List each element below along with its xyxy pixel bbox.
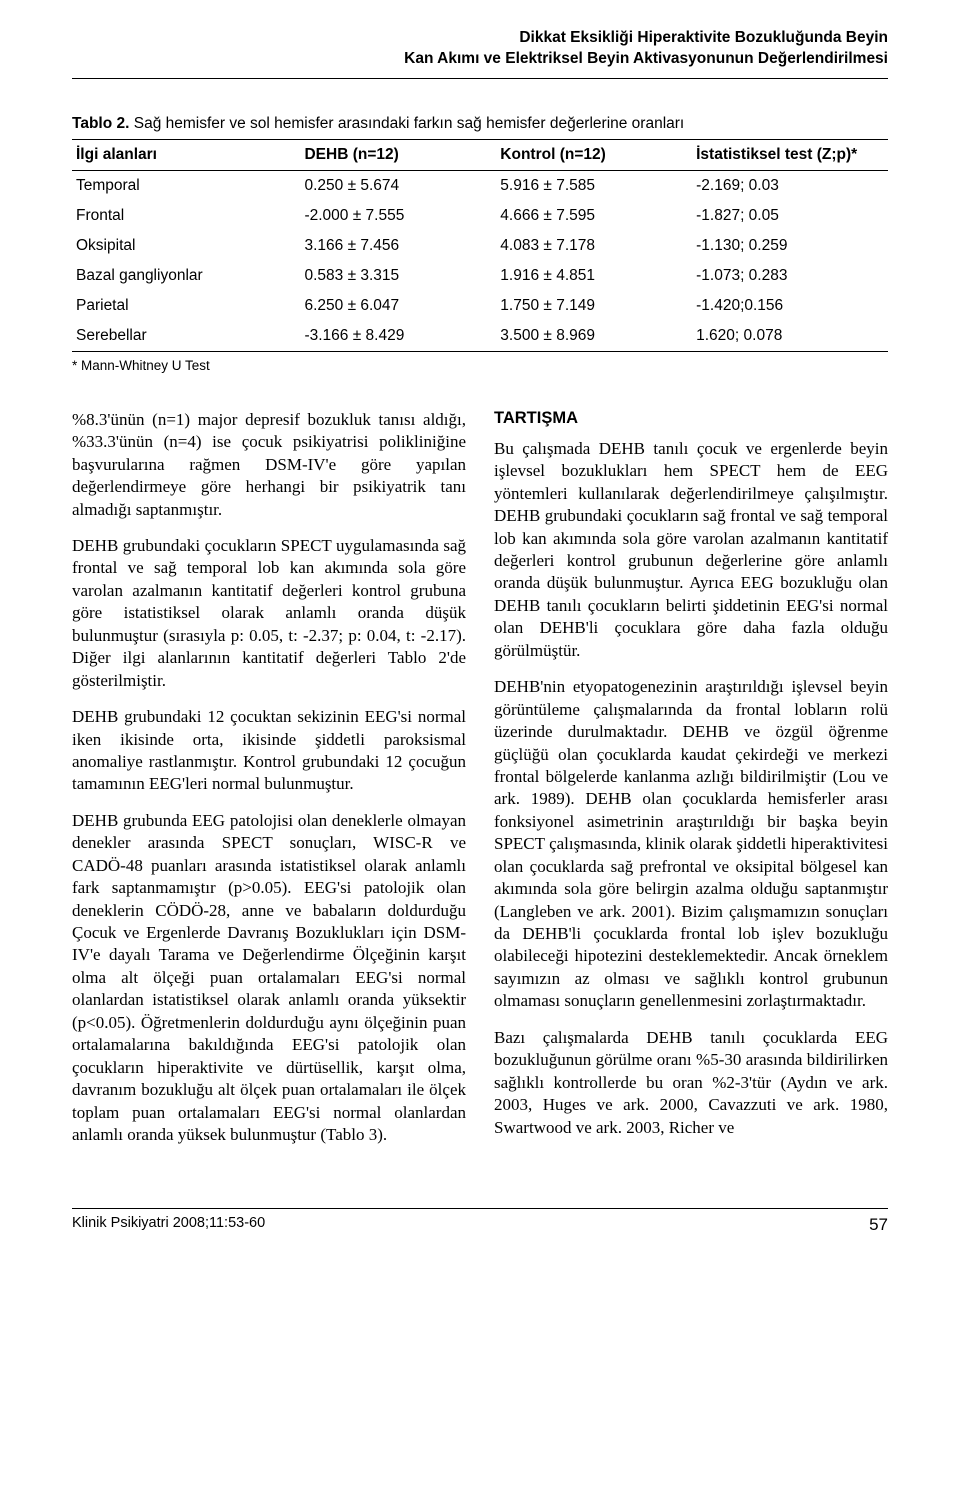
page: Dikkat Eksikliği Hiperaktivite Bozukluğu…: [0, 0, 960, 1235]
paragraph: DEHB grubundaki çocukların SPECT uygulam…: [72, 535, 466, 692]
cell: 3.166 ± 7.456: [300, 231, 496, 261]
section-heading: TARTIŞMA: [494, 409, 888, 428]
cell: Serebellar: [72, 321, 300, 352]
header-line-1: Dikkat Eksikliği Hiperaktivite Bozukluğu…: [72, 28, 888, 49]
cell: 0.583 ± 3.315: [300, 261, 496, 291]
col-header: DEHB (n=12): [300, 139, 496, 170]
table-footnote: * Mann-Whitney U Test: [72, 358, 888, 373]
data-table: İlgi alanları DEHB (n=12) Kontrol (n=12)…: [72, 139, 888, 352]
table-caption: Tablo 2. Sağ hemisfer ve sol hemisfer ar…: [72, 115, 888, 133]
cell: -1.420;0.156: [692, 291, 888, 321]
table-row: Oksipital 3.166 ± 7.456 4.083 ± 7.178 -1…: [72, 231, 888, 261]
cell: -1.130; 0.259: [692, 231, 888, 261]
cell: -1.827; 0.05: [692, 201, 888, 231]
cell: 4.666 ± 7.595: [496, 201, 692, 231]
table-row: Parietal 6.250 ± 6.047 1.750 ± 7.149 -1.…: [72, 291, 888, 321]
cell: -1.073; 0.283: [692, 261, 888, 291]
cell: Oksipital: [72, 231, 300, 261]
cell: -3.166 ± 8.429: [300, 321, 496, 352]
table-header-row: İlgi alanları DEHB (n=12) Kontrol (n=12)…: [72, 139, 888, 170]
cell: -2.000 ± 7.555: [300, 201, 496, 231]
paragraph: Bu çalışmada DEHB tanılı çocuk ve ergenl…: [494, 438, 888, 662]
col-header: İlgi alanları: [72, 139, 300, 170]
table-label: Tablo 2.: [72, 115, 129, 132]
journal-info: Klinik Psikiyatri 2008;11:53-60: [72, 1215, 265, 1235]
cell: -2.169; 0.03: [692, 170, 888, 201]
running-header: Dikkat Eksikliği Hiperaktivite Bozukluğu…: [72, 28, 888, 79]
right-column: TARTIŞMA Bu çalışmada DEHB tanılı çocuk …: [494, 409, 888, 1161]
cell: 3.500 ± 8.969: [496, 321, 692, 352]
cell: Bazal gangliyonlar: [72, 261, 300, 291]
cell: 5.916 ± 7.585: [496, 170, 692, 201]
cell: Frontal: [72, 201, 300, 231]
cell: 1.916 ± 4.851: [496, 261, 692, 291]
header-line-2: Kan Akımı ve Elektriksel Beyin Aktivasyo…: [72, 49, 888, 70]
table-row: Serebellar -3.166 ± 8.429 3.500 ± 8.969 …: [72, 321, 888, 352]
paragraph: DEHB grubundaki 12 çocuktan sekizinin EE…: [72, 706, 466, 796]
body-columns: %8.3'ünün (n=1) major depresif bozukluk …: [72, 409, 888, 1161]
cell: Parietal: [72, 291, 300, 321]
page-number: 57: [869, 1215, 888, 1235]
col-header: Kontrol (n=12): [496, 139, 692, 170]
paragraph: Bazı çalışmalarda DEHB tanılı çocuklarda…: [494, 1027, 888, 1139]
table-row: Frontal -2.000 ± 7.555 4.666 ± 7.595 -1.…: [72, 201, 888, 231]
table-caption-text: Sağ hemisfer ve sol hemisfer arasındaki …: [134, 115, 685, 132]
cell: Temporal: [72, 170, 300, 201]
paragraph: %8.3'ünün (n=1) major depresif bozukluk …: [72, 409, 466, 521]
paragraph: DEHB'nin etyopatogenezinin araştırıldığı…: [494, 676, 888, 1013]
cell: 0.250 ± 5.674: [300, 170, 496, 201]
col-header: İstatistiksel test (Z;p)*: [692, 139, 888, 170]
paragraph: DEHB grubunda EEG patolojisi olan denekl…: [72, 810, 466, 1147]
cell: 6.250 ± 6.047: [300, 291, 496, 321]
table-row: Temporal 0.250 ± 5.674 5.916 ± 7.585 -2.…: [72, 170, 888, 201]
table-row: Bazal gangliyonlar 0.583 ± 3.315 1.916 ±…: [72, 261, 888, 291]
cell: 1.750 ± 7.149: [496, 291, 692, 321]
left-column: %8.3'ünün (n=1) major depresif bozukluk …: [72, 409, 466, 1161]
cell: 4.083 ± 7.178: [496, 231, 692, 261]
cell: 1.620; 0.078: [692, 321, 888, 352]
page-footer: Klinik Psikiyatri 2008;11:53-60 57: [72, 1208, 888, 1235]
